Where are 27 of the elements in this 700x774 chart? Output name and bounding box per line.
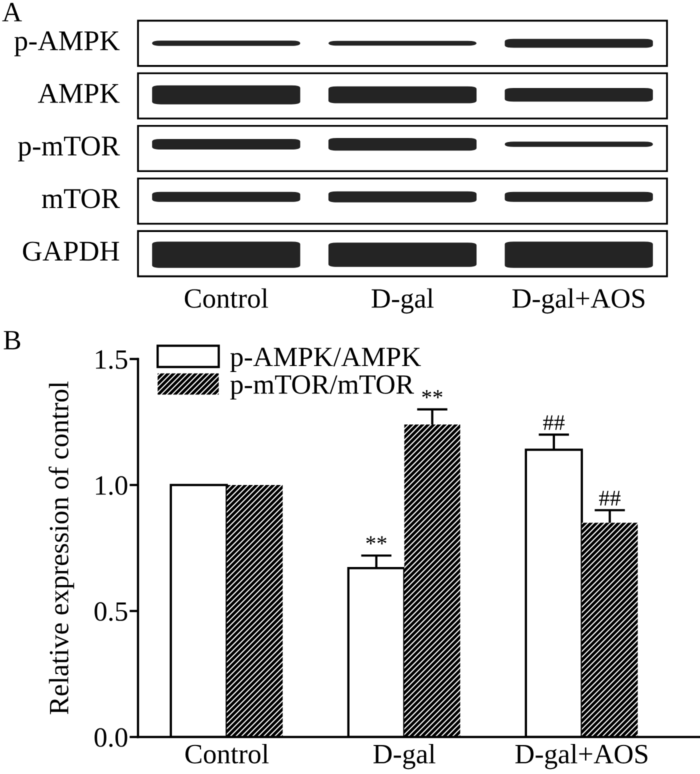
- y-axis-title: Relative expression of control: [48, 382, 74, 714]
- category-label: D-gal+AOS: [512, 288, 644, 314]
- x-tick-label: D-gal+AOS: [515, 744, 648, 770]
- annotation: **: [422, 390, 442, 398]
- legend-label: p-AMPK/AMPK: [230, 348, 421, 372]
- bar: [404, 424, 460, 737]
- bar: [582, 522, 638, 737]
- category-label: D-gal: [372, 288, 434, 314]
- x-tick-label: Control: [185, 744, 269, 764]
- y-tick-label: 0.5: [94, 602, 128, 622]
- y-tick-label: 1.5: [96, 350, 128, 370]
- y-tick-label: 0.0: [94, 728, 128, 748]
- category-label: p-mTOR: [18, 136, 120, 162]
- annotation: **: [366, 536, 386, 544]
- category-label: p-AMPK: [14, 31, 120, 56]
- chart-title: B: [4, 331, 20, 350]
- text: A: [2, 2, 22, 22]
- x-tick-label: D-gal: [373, 744, 436, 770]
- bar: [226, 485, 283, 737]
- category-label: AMPK: [38, 84, 120, 103]
- y-tick-label: 1.0: [96, 476, 128, 496]
- category-label: Control: [184, 288, 268, 308]
- legend-label: p-mTOR/mTOR: [230, 375, 414, 400]
- annotation: ##: [599, 490, 620, 506]
- category-label: mTOR: [42, 189, 120, 208]
- annotation: ##: [543, 415, 565, 430]
- category-label: GAPDH: [23, 242, 120, 261]
